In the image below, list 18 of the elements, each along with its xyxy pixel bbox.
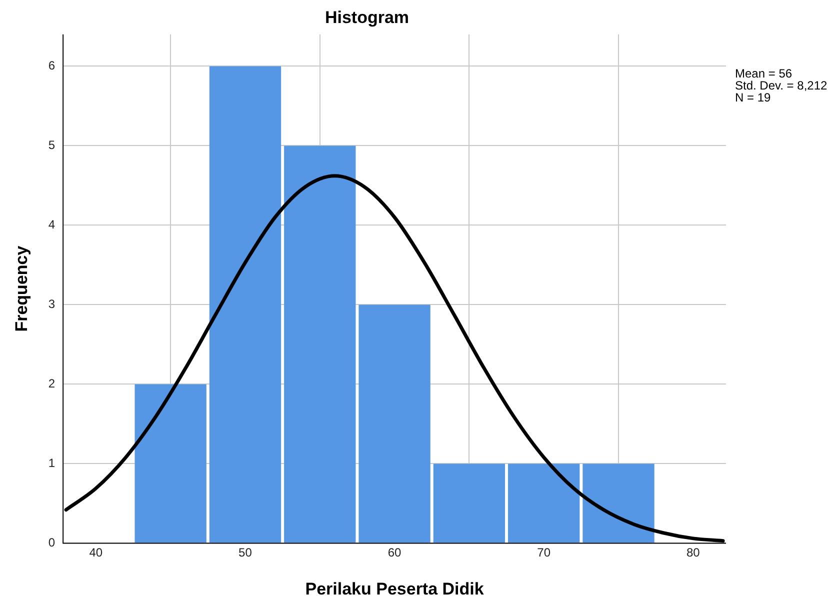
y-axis-title: Frequency <box>12 245 31 332</box>
x-tick-label: 40 <box>89 546 103 560</box>
y-tick-label: 4 <box>48 218 56 232</box>
y-tick-label: 0 <box>48 536 56 550</box>
x-tick-label: 70 <box>537 546 551 560</box>
text: Std. Dev. = 8,212 <box>735 78 828 93</box>
text: Mean = 56 <box>735 66 792 81</box>
chart-title: Histogram <box>324 8 410 27</box>
text: N = 19 <box>735 90 772 105</box>
y-tick-label: 5 <box>48 138 56 152</box>
x-tick-label: 80 <box>686 546 700 560</box>
y-tick-label: 6 <box>48 58 56 73</box>
y-tick-label: 2 <box>48 376 56 391</box>
x-tick-label: 50 <box>238 546 252 560</box>
x-axis-title: Perilaku Peserta Didik <box>305 579 484 598</box>
y-tick-label: 3 <box>48 297 56 312</box>
x-tick-label: 60 <box>388 546 402 560</box>
y-tick-label: 1 <box>48 456 56 470</box>
